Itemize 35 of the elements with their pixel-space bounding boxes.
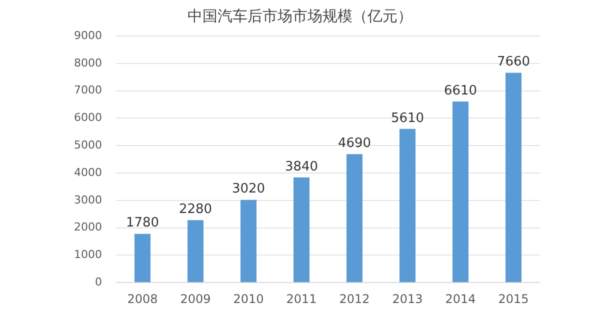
data-label: 5610 — [390, 110, 424, 126]
y-tick-label: 8000 — [74, 56, 102, 70]
y-tick-label: 9000 — [74, 28, 102, 42]
x-tick-label: 2010 — [233, 292, 264, 306]
y-tick-label: 5000 — [74, 138, 102, 152]
bar — [399, 128, 416, 282]
bar — [240, 200, 257, 282]
x-tick-label: 2009 — [180, 292, 211, 306]
data-label: 1780 — [126, 216, 160, 231]
bar — [293, 177, 310, 282]
data-label: 7660 — [496, 54, 530, 70]
chart-title: 中国汽车后市场市场规模（亿元） — [188, 6, 412, 25]
bar — [187, 220, 204, 282]
data-label: 3840 — [284, 159, 318, 174]
bar — [134, 234, 151, 282]
data-label: 6610 — [444, 83, 478, 98]
data-label: 2280 — [178, 202, 212, 218]
bar — [346, 154, 363, 282]
bar — [505, 72, 522, 282]
y-tick-label: 7000 — [74, 84, 102, 97]
y-tick-label: 2000 — [74, 220, 102, 234]
x-tick-label: 2012 — [339, 292, 370, 306]
y-tick-label: 0 — [94, 275, 102, 288]
bar — [452, 101, 469, 282]
data-label: 4690 — [338, 136, 372, 151]
x-tick-label: 2013 — [392, 292, 423, 306]
y-tick-label: 1000 — [74, 248, 102, 262]
x-tick-label: 2011 — [286, 292, 317, 306]
x-tick-label: 2014 — [445, 292, 476, 306]
y-tick-label: 6000 — [74, 111, 102, 124]
y-tick-label: 3000 — [74, 193, 102, 206]
x-tick-label: 2015 — [498, 292, 529, 306]
data-label: 3020 — [232, 182, 266, 197]
x-tick-label: 2008 — [127, 292, 158, 306]
y-tick-label: 4000 — [74, 166, 102, 179]
